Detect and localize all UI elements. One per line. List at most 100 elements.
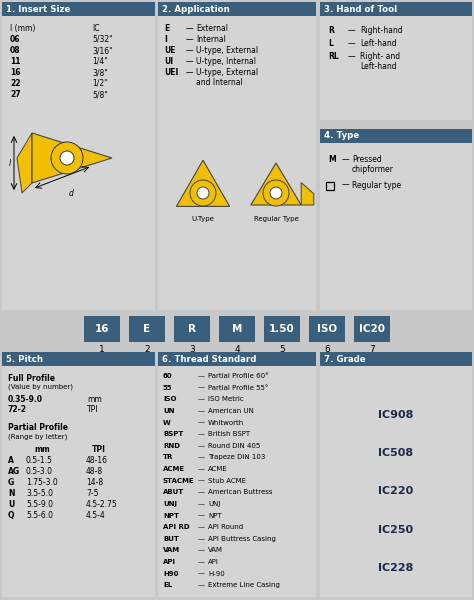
Text: 7. Grade: 7. Grade	[324, 355, 365, 364]
Text: —: —	[186, 46, 193, 55]
Text: —: —	[198, 385, 205, 391]
Text: 5.5-9.0: 5.5-9.0	[26, 500, 53, 509]
Text: ISO: ISO	[317, 324, 337, 334]
Text: U-type, External: U-type, External	[196, 46, 258, 55]
Text: IC: IC	[92, 24, 100, 33]
Text: —: —	[342, 155, 350, 164]
Text: U-type, Internal: U-type, Internal	[196, 57, 256, 66]
Text: —: —	[348, 26, 356, 35]
Text: NPT: NPT	[208, 512, 222, 518]
Text: ACME: ACME	[208, 466, 228, 472]
Text: 6. Thread Standard: 6. Thread Standard	[162, 355, 256, 364]
Text: 4: 4	[234, 344, 240, 353]
Text: 3.5-5.0: 3.5-5.0	[26, 489, 53, 498]
Text: UN: UN	[163, 408, 174, 414]
Text: I: I	[164, 35, 167, 44]
Text: API: API	[208, 559, 219, 565]
Text: NPT: NPT	[163, 512, 179, 518]
Text: Full Profile: Full Profile	[8, 374, 55, 383]
Text: EL: EL	[163, 583, 172, 589]
Text: R: R	[328, 26, 334, 35]
Text: 3. Hand of Tool: 3. Hand of Tool	[324, 4, 397, 13]
Text: —: —	[186, 24, 193, 33]
Text: E: E	[164, 24, 169, 33]
Text: —: —	[348, 52, 356, 61]
Text: IC220: IC220	[378, 487, 414, 497]
Text: British BSPT: British BSPT	[208, 431, 250, 437]
Circle shape	[270, 187, 282, 199]
Text: UNJ: UNJ	[208, 501, 220, 507]
Text: 1.50: 1.50	[269, 324, 295, 334]
Text: A: A	[8, 456, 14, 465]
Text: 16: 16	[10, 68, 20, 77]
Text: External: External	[196, 24, 228, 33]
Text: 4.5-2.75: 4.5-2.75	[86, 500, 118, 509]
Text: 55: 55	[163, 385, 173, 391]
Text: 16: 16	[95, 324, 109, 334]
Text: l: l	[9, 158, 11, 167]
Bar	[2, 366, 155, 597]
Text: American UN: American UN	[208, 408, 254, 414]
Text: Partial Profile 55°: Partial Profile 55°	[208, 385, 268, 391]
Text: H-90: H-90	[208, 571, 225, 577]
Text: 6: 6	[324, 344, 330, 353]
Bar	[264, 316, 300, 342]
Bar	[309, 316, 345, 342]
Text: M: M	[232, 324, 242, 334]
Text: 08: 08	[10, 46, 21, 55]
Text: Internal: Internal	[196, 35, 226, 44]
Text: UE: UE	[164, 46, 175, 55]
Text: 1.75-3.0: 1.75-3.0	[26, 478, 58, 487]
Text: ACME: ACME	[163, 466, 185, 472]
Text: Extreme Line Casing: Extreme Line Casing	[208, 583, 280, 589]
Text: BSPT: BSPT	[163, 431, 183, 437]
Text: Left-hand: Left-hand	[360, 39, 397, 48]
Text: 2. Application: 2. Application	[162, 4, 230, 13]
Text: —: —	[198, 431, 205, 437]
Polygon shape	[301, 182, 314, 205]
Polygon shape	[176, 160, 229, 206]
Text: 72-2: 72-2	[8, 405, 27, 414]
Polygon shape	[251, 163, 301, 205]
Text: 11: 11	[10, 57, 20, 66]
Text: —: —	[186, 68, 193, 77]
Bar	[2, 352, 155, 366]
Text: R: R	[188, 324, 196, 334]
Text: UI: UI	[164, 57, 173, 66]
Text: 7: 7	[369, 344, 375, 353]
Text: —: —	[198, 419, 205, 425]
Text: Regular Type: Regular Type	[254, 217, 298, 223]
Text: Trapeze DIN 103: Trapeze DIN 103	[208, 454, 265, 460]
Polygon shape	[32, 133, 112, 183]
Circle shape	[60, 151, 74, 165]
Text: —: —	[198, 583, 205, 589]
Text: Partial Profile 60°: Partial Profile 60°	[208, 373, 269, 379]
Bar	[320, 143, 472, 310]
Text: M: M	[328, 155, 336, 164]
Polygon shape	[17, 133, 32, 193]
Text: 0.35-9.0: 0.35-9.0	[8, 395, 43, 404]
Text: 5/8": 5/8"	[92, 90, 108, 99]
Bar	[219, 316, 255, 342]
Text: —: —	[348, 39, 356, 48]
Text: N: N	[8, 489, 15, 498]
Text: l (mm): l (mm)	[10, 24, 36, 33]
Bar	[320, 366, 472, 597]
Text: API RD: API RD	[163, 524, 190, 530]
Bar	[2, 16, 155, 310]
Text: U-type, External
and Internal: U-type, External and Internal	[196, 68, 258, 88]
Text: UEI: UEI	[164, 68, 178, 77]
Text: G: G	[8, 478, 14, 487]
Text: AG: AG	[8, 467, 20, 476]
Text: —: —	[198, 524, 205, 530]
Text: 22: 22	[10, 79, 20, 88]
Text: —: —	[198, 559, 205, 565]
Text: 3: 3	[189, 344, 195, 353]
Text: Regular type: Regular type	[352, 181, 401, 190]
Text: —: —	[198, 547, 205, 553]
Text: d: d	[69, 188, 74, 197]
Text: API: API	[163, 559, 176, 565]
Text: IC250: IC250	[378, 524, 413, 535]
Bar	[84, 316, 120, 342]
Bar	[326, 182, 334, 190]
